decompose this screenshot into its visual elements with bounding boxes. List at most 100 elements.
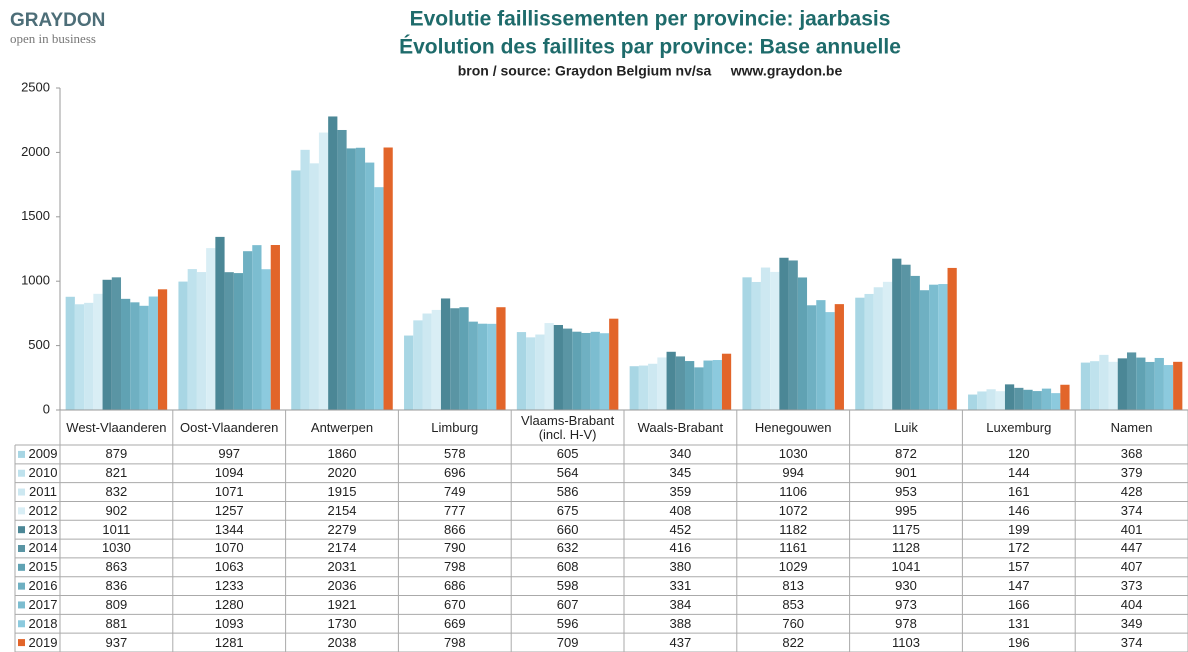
category-label: Namen xyxy=(1110,419,1153,435)
table-value: 120 xyxy=(1007,446,1030,462)
legend-label: 2016 xyxy=(28,578,58,594)
table-value: 368 xyxy=(1120,446,1143,462)
bar xyxy=(440,298,451,410)
bar xyxy=(581,332,591,410)
table-value: 404 xyxy=(1120,596,1143,612)
table-value: 598 xyxy=(556,578,579,594)
bar xyxy=(712,360,722,410)
bar xyxy=(413,320,423,410)
bar xyxy=(300,149,310,410)
bar xyxy=(929,284,939,410)
table-value: 953 xyxy=(895,484,917,500)
table-value: 686 xyxy=(443,578,466,594)
legend-swatch xyxy=(18,582,25,590)
bar xyxy=(93,293,103,410)
bar xyxy=(1004,384,1015,410)
bar xyxy=(788,260,798,410)
bar xyxy=(1173,361,1183,410)
table-value: 596 xyxy=(556,615,579,631)
bar xyxy=(855,297,865,410)
bar xyxy=(742,277,752,410)
bar xyxy=(968,394,978,410)
bar xyxy=(337,129,347,410)
table-value: 374 xyxy=(1120,502,1143,518)
bar xyxy=(910,275,920,410)
bar xyxy=(882,281,893,410)
legend-swatch xyxy=(18,601,25,609)
table-value: 161 xyxy=(1007,484,1030,500)
legend-label: 2010 xyxy=(28,465,58,481)
table-value: 384 xyxy=(669,596,692,612)
table-value: 345 xyxy=(669,465,692,481)
legend-swatch xyxy=(18,639,25,647)
table-value: 437 xyxy=(669,634,692,650)
table-value: 709 xyxy=(556,634,579,650)
y-tick-label: 0 xyxy=(43,401,50,416)
bar xyxy=(986,389,996,410)
table-value: 331 xyxy=(669,578,692,594)
bar xyxy=(111,277,122,410)
table-value: 605 xyxy=(556,446,579,462)
category-label: Henegouwen xyxy=(754,419,832,435)
bar xyxy=(261,269,271,410)
table-value: 994 xyxy=(782,465,805,481)
table-value: 777 xyxy=(443,502,466,518)
table-value: 879 xyxy=(105,446,128,462)
table-value: 401 xyxy=(1120,521,1143,537)
bar xyxy=(215,236,225,410)
table-value: 790 xyxy=(443,540,466,556)
table-value: 1128 xyxy=(892,540,920,556)
table-value: 608 xyxy=(556,559,579,575)
bar xyxy=(383,147,393,410)
legend-label: 2015 xyxy=(28,559,58,575)
bar xyxy=(121,298,131,410)
category-label: Vlaams-Brabant (incl. H-V) xyxy=(520,412,615,442)
bar xyxy=(431,309,441,410)
bar xyxy=(807,305,817,410)
bar xyxy=(526,337,536,410)
table-value: 696 xyxy=(443,465,466,481)
table-value: 416 xyxy=(669,540,692,556)
legend-swatch xyxy=(18,507,25,515)
table-value: 564 xyxy=(556,465,579,481)
table-value: 902 xyxy=(105,502,128,518)
table-value: 1030 xyxy=(101,540,131,556)
bar xyxy=(609,318,619,410)
bar xyxy=(224,272,234,410)
table-value: 978 xyxy=(895,615,917,631)
table-value: 146 xyxy=(1007,502,1030,518)
bar xyxy=(65,296,75,410)
logo-tagline: open in business xyxy=(10,31,96,46)
table-value: 822 xyxy=(782,634,805,650)
table-value: 930 xyxy=(895,578,917,594)
table-value: 2154 xyxy=(327,502,357,518)
bar xyxy=(1108,361,1118,410)
bar xyxy=(178,281,188,410)
category-label: Antwerpen xyxy=(310,419,374,435)
table-value: 872 xyxy=(895,446,917,462)
legend-swatch xyxy=(18,526,25,534)
bar xyxy=(938,284,948,410)
table-value: 1063 xyxy=(214,559,244,575)
legend-label: 2014 xyxy=(28,540,58,556)
category-label: West-Vlaanderen xyxy=(66,419,167,435)
bar xyxy=(206,248,216,410)
table-value: 660 xyxy=(556,521,579,537)
bar xyxy=(694,367,704,410)
bar xyxy=(947,267,957,410)
table-value: 408 xyxy=(669,502,692,518)
table-value: 1041 xyxy=(891,559,921,575)
bar xyxy=(629,366,639,410)
table-value: 172 xyxy=(1007,540,1030,556)
table-value: 1011 xyxy=(102,521,131,537)
table-value: 798 xyxy=(443,634,466,650)
table-value: 670 xyxy=(443,596,466,612)
table-value: 340 xyxy=(669,446,692,462)
bar xyxy=(74,304,85,410)
table-value: 749 xyxy=(443,484,466,500)
table-value: 447 xyxy=(1120,540,1143,556)
bar xyxy=(1136,357,1146,410)
bar xyxy=(816,300,826,410)
table-value: 166 xyxy=(1007,596,1030,612)
legend-label: 2009 xyxy=(28,446,58,462)
